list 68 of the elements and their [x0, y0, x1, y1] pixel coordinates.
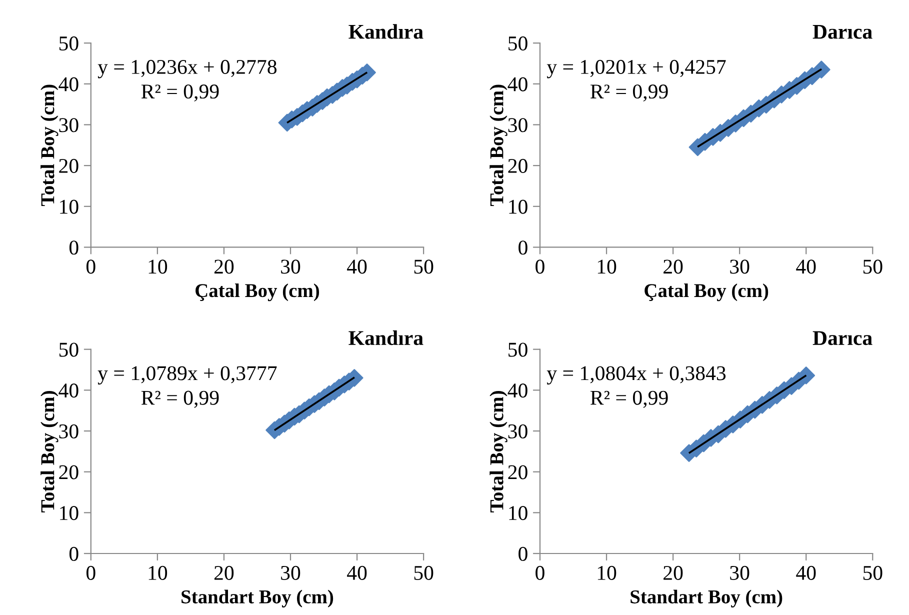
x-axis-title: Çatal Boy (cm)	[196, 283, 320, 302]
y-tick-label: 10	[60, 200, 78, 214]
x-tick-label: 20	[664, 260, 683, 274]
x-tick-label: 20	[214, 566, 234, 580]
y-tick-label: 10	[60, 506, 78, 520]
y-tick-label: 0	[518, 240, 528, 255]
y-tick-label: 50	[59, 36, 78, 50]
y-axis-title: Total Boy (cm)	[40, 84, 58, 206]
annotation: R² = 0,99	[590, 84, 668, 102]
y-tick-label: 50	[59, 342, 78, 357]
x-tick-label: 20	[214, 260, 234, 274]
x-axis-title: Standart Boy (cm)	[182, 590, 334, 608]
y-tick-label: 20	[508, 158, 528, 173]
y-tick-label: 10	[509, 506, 528, 520]
x-tick-label: 50	[414, 260, 434, 274]
y-tick-label: 20	[59, 158, 78, 173]
annotation: y = 1,0236x + 0,2778	[98, 60, 277, 78]
x-tick-label: 50	[414, 566, 434, 580]
x-tick-label: 0	[536, 566, 544, 580]
x-tick-label: 50	[863, 566, 882, 580]
annotation: R² = 0,99	[141, 84, 219, 102]
y-tick-label: 40	[58, 384, 78, 398]
x-tick-label: 30	[281, 260, 300, 274]
annotation: R² = 0,99	[590, 390, 668, 408]
y-axis-title: Total Boy (cm)	[490, 84, 508, 206]
x-tick-label: 0	[86, 566, 96, 580]
chart-title: Kandıra	[348, 24, 424, 39]
y-tick-label: 30	[59, 118, 78, 132]
y-axis-title: Total Boy (cm)	[40, 391, 58, 512]
x-tick-label: 10	[598, 260, 616, 274]
x-axis-title: Standart Boy (cm)	[630, 590, 782, 608]
x-tick-label: 40	[347, 260, 367, 274]
x-tick-label: 10	[598, 566, 616, 580]
annotation: R² = 0,99	[141, 390, 219, 408]
y-tick-label: 40	[508, 77, 528, 92]
y-tick-label: 20	[508, 465, 528, 480]
y-tick-label: 30	[59, 424, 78, 438]
x-tick-label: 20	[664, 566, 683, 580]
y-tick-label: 0	[518, 546, 528, 561]
x-tick-label: 30	[730, 566, 750, 580]
y-tick-label: 10	[509, 200, 528, 214]
x-tick-label: 0	[86, 260, 96, 274]
y-tick-label: 50	[508, 36, 528, 50]
x-tick-label: 40	[796, 566, 816, 580]
y-tick-label: 50	[508, 342, 528, 357]
chart-title: Darıca	[812, 331, 872, 346]
x-tick-label: 30	[730, 260, 750, 274]
annotation: y = 1,0201x + 0,4257	[546, 60, 726, 78]
x-tick-label: 40	[347, 566, 367, 580]
y-tick-label: 20	[59, 465, 78, 480]
y-axis-title: Total Boy (cm)	[490, 391, 508, 512]
x-tick-label: 50	[863, 260, 882, 274]
x-tick-label: 10	[148, 260, 168, 274]
x-tick-label: 0	[536, 260, 544, 274]
chart-title: Kandıra	[348, 330, 424, 346]
annotation: y = 1,0789x + 0,3777	[98, 366, 277, 385]
x-tick-label: 30	[281, 566, 300, 580]
y-tick-label: 40	[58, 77, 78, 92]
annotation: y = 1,0804x + 0,3843	[546, 366, 726, 385]
x-axis-title: Çatal Boy (cm)	[644, 283, 768, 302]
y-tick-label: 0	[69, 240, 78, 255]
x-tick-label: 10	[148, 566, 168, 580]
y-tick-label: 40	[508, 384, 528, 398]
y-tick-label: 30	[508, 118, 528, 132]
chart-title: Darıca	[812, 24, 872, 39]
y-tick-label: 30	[508, 424, 528, 438]
x-tick-label: 40	[796, 260, 816, 274]
y-tick-label: 0	[69, 546, 78, 561]
